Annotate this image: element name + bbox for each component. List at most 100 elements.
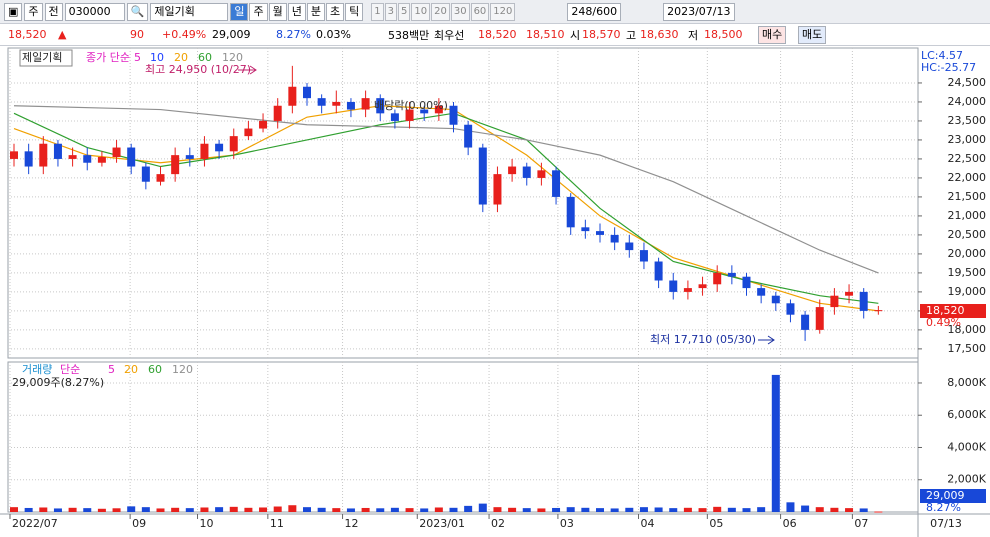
volume-bar — [10, 507, 18, 512]
period-button[interactable]: 초 — [325, 2, 345, 21]
volume-bar — [229, 506, 238, 512]
y-tick-label: 22,000 — [948, 171, 987, 184]
interval-button[interactable]: 1 — [371, 2, 384, 21]
volume-bar — [24, 507, 33, 512]
candle-body — [727, 272, 736, 277]
period-button[interactable]: 일 — [230, 2, 249, 21]
period-button[interactable]: 월 — [268, 2, 287, 21]
volume-bar — [171, 507, 180, 512]
period-button[interactable]: 년 — [287, 2, 306, 21]
legend-entry: 5 — [134, 51, 141, 64]
interval-button[interactable]: 30 — [450, 2, 470, 21]
interval-button[interactable]: 10 — [411, 2, 431, 21]
panel-title: 거래량 — [22, 363, 52, 376]
candle-body — [127, 147, 136, 167]
turnover: 0.03% — [316, 28, 351, 41]
candle-body — [141, 166, 150, 182]
icon[interactable]: ▣ — [4, 2, 23, 21]
volume-bar — [552, 507, 561, 512]
y-tick-label: 17,500 — [948, 342, 987, 355]
high-label: 고 — [626, 28, 637, 42]
code-input[interactable]: 030000 — [64, 2, 125, 21]
y-tick-label: 24,000 — [948, 95, 987, 108]
volume-bar — [434, 507, 443, 512]
candle-body — [303, 86, 311, 99]
candle-body — [493, 174, 502, 205]
kind[interactable]: 전 — [44, 2, 63, 21]
candle-body — [757, 288, 766, 296]
ma-label: 종가 단순 — [86, 51, 130, 64]
volume-ratio-label: 8.27% — [926, 501, 961, 514]
interval-button[interactable]: 3 — [384, 2, 397, 21]
candle-body — [215, 143, 224, 152]
volume-bar — [303, 507, 311, 512]
candle-body — [449, 105, 458, 125]
volume-bar — [786, 502, 795, 512]
period-button[interactable]: 틱 — [345, 2, 364, 21]
open-label: 시 — [570, 28, 581, 42]
candle-body — [683, 288, 692, 292]
volume-bar — [639, 507, 648, 512]
volume-bar — [288, 505, 297, 512]
candle-body — [464, 124, 473, 148]
interval-button[interactable]: 60 — [470, 2, 490, 21]
volume-bar — [859, 508, 868, 512]
candle-body — [771, 295, 780, 304]
volume-bar — [420, 508, 429, 512]
interval-button[interactable]: 20 — [431, 2, 450, 21]
candle-body — [185, 155, 194, 159]
volume-bar — [757, 507, 766, 512]
y-tick-label: 22,500 — [948, 152, 987, 165]
volume-bar — [815, 507, 824, 512]
best-bid: 18,510 — [526, 28, 565, 41]
candle-body — [83, 155, 92, 163]
candle-body — [68, 155, 77, 159]
y-tick-label: 23,000 — [948, 133, 987, 146]
candle-body — [420, 109, 429, 114]
volume-bar — [127, 506, 136, 512]
sell-button[interactable]: 매도 — [798, 26, 827, 44]
volume-bar — [801, 505, 810, 512]
buy-button[interactable]: 매수 — [758, 26, 787, 44]
high-note: 최고 24,950 (10/27) — [145, 63, 251, 76]
legend-entry: 5 — [108, 363, 115, 376]
volume-bar — [478, 503, 487, 512]
x-last-label: 07/13 — [930, 517, 962, 530]
volume-bar — [596, 508, 604, 512]
ma-label: 단순 — [60, 363, 80, 376]
volume-bar — [727, 507, 736, 512]
volume-bar — [361, 507, 370, 512]
candle-body — [229, 136, 238, 152]
event-note: 배당락(0.00%) — [374, 99, 448, 112]
interval-button[interactable]: 120 — [490, 2, 516, 21]
volume-bar — [830, 507, 839, 512]
candle-body — [625, 242, 634, 251]
candle-body — [639, 250, 648, 262]
price: 18,520 — [8, 28, 47, 41]
y-tick-label: 21,500 — [948, 190, 987, 203]
low-label: 저 — [688, 28, 699, 42]
period-button[interactable]: 주 — [249, 2, 268, 21]
candle-body — [434, 105, 443, 114]
candle-body — [874, 310, 883, 312]
candle-body — [742, 276, 751, 289]
period-button[interactable]: 분 — [306, 2, 325, 21]
interval-button[interactable]: 5 — [397, 2, 411, 21]
candle-body — [53, 143, 62, 159]
market[interactable]: 주 — [24, 2, 43, 21]
volume-bar — [464, 505, 473, 512]
date[interactable]: 2023/07/13 — [663, 2, 735, 21]
arrow — [238, 65, 257, 75]
change-pct: +0.49% — [162, 28, 207, 41]
best-ask: 18,520 — [478, 28, 517, 41]
volume-bar — [845, 508, 854, 512]
y-tick-label: 8,000K — [947, 376, 986, 389]
candle-body — [288, 86, 297, 106]
volume-bar — [185, 508, 194, 512]
candle-body — [376, 98, 385, 114]
search[interactable]: 🔍 — [126, 2, 149, 21]
x-tick-label: 09 — [132, 517, 146, 530]
count[interactable]: 248/600 — [567, 2, 622, 21]
